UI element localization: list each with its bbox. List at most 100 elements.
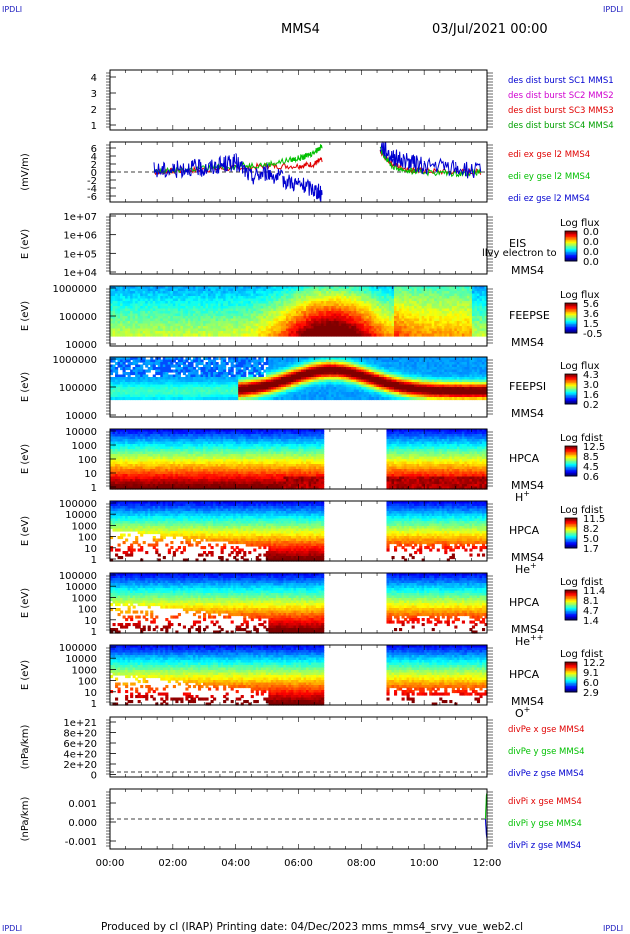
panel-divpi: divPi x gse MMS4 divPi y gse MMS4 divPi z … — [20, 788, 582, 851]
legend-entry: edi ey gse l2 MMS4 — [508, 172, 590, 182]
spacecraft-label: MMS4 — [511, 336, 544, 349]
colorbar-tick-label: 0.0 — [583, 257, 599, 268]
y-axis-label: E (eV) — [20, 229, 31, 259]
y-axis-label: E (eV) — [20, 372, 31, 402]
spacecraft-label: MMS4 — [511, 695, 544, 708]
y-tick-label: 1 — [91, 699, 97, 710]
species-label: He+ — [515, 561, 537, 576]
colorbar-tick-label: 5.6 — [583, 299, 599, 310]
y-tick-label: 1000 — [72, 441, 97, 452]
legend-entry: divPi x gse MMS4 — [508, 797, 582, 807]
instrument-label: HPCA — [509, 596, 540, 609]
colorbar-title: Log fdist — [560, 577, 603, 588]
y-tick-label: 1e+06 — [63, 231, 97, 242]
date-title: 03/Jul/2021 00:00 — [432, 22, 548, 37]
corner-label-bottom-right: IPDLI — [603, 924, 624, 933]
instrument-label: FEEPSI — [509, 380, 546, 393]
x-tick-label: 00:00 — [96, 858, 125, 869]
colorbar-title: Log fdist — [560, 505, 603, 516]
colorbar-tick-label: 9.1 — [583, 668, 599, 679]
y-tick-label: 10000 — [65, 411, 97, 422]
instrument-label: FEEPSE — [509, 309, 550, 322]
footer-text: Produced by cl (IRAP) Printing date: 04/… — [101, 921, 524, 933]
colorbar-tick-label: 4.7 — [583, 606, 599, 617]
colorbar-tick-label: 11.4 — [583, 586, 605, 597]
y-tick-label: 1000 — [72, 665, 97, 676]
spacecraft-title: MMS4 — [281, 22, 320, 37]
y-axis-label: E (eV) — [20, 516, 31, 546]
species-label: O+ — [515, 705, 530, 720]
y-tick-label: 6 — [91, 144, 97, 155]
y-tick-label: 1 — [91, 555, 97, 566]
y-tick-label: 10 — [84, 616, 97, 627]
y-tick-label: 100000 — [59, 571, 97, 582]
colorbar-tick-label: 5.0 — [583, 534, 599, 545]
colorbar-tick-label: 3.6 — [583, 309, 599, 320]
y-tick-label: 4e+20 — [63, 750, 97, 761]
y-axis-label: E (eV) — [20, 444, 31, 474]
legend-entry: des dist burst SC2 MMS2 — [508, 91, 614, 101]
legend-entry: edi ez gse l2 MMS4 — [508, 194, 590, 204]
y-tick-label: 8e+20 — [63, 729, 97, 740]
panel-frame — [109, 716, 488, 778]
colorbar-title: Log flux — [560, 290, 600, 301]
colorbar-tick-label: 0.0 — [583, 227, 599, 238]
y-tick-label: 100 — [78, 455, 97, 466]
panel-frame — [109, 69, 488, 131]
y-tick-label: 10000 — [65, 340, 97, 351]
colorbar-tick-label: 6.0 — [583, 678, 599, 689]
legend-entry: divPi z gse MMS4 — [508, 841, 581, 851]
y-tick-label: 1000000 — [52, 355, 97, 366]
instrument-label: EIS — [509, 237, 526, 250]
y-axis-label: (nPa/km) — [20, 725, 31, 770]
y-axis-label: E (eV) — [20, 301, 31, 331]
y-tick-label: 1e+21 — [63, 718, 97, 729]
colorbar-tick-label: 1.6 — [583, 390, 599, 401]
colorbar-tick-label: 12.5 — [583, 442, 605, 453]
colorbar-tick-label: 8.5 — [583, 452, 599, 463]
colorbar-tick-label: 4.5 — [583, 462, 599, 473]
colorbar-title: Log flux — [560, 361, 600, 372]
corner-label-bottom-left: IPDLI — [2, 924, 23, 933]
colorbar-tick-label: 8.2 — [583, 524, 599, 535]
y-tick-label: 0 — [91, 168, 97, 179]
y-tick-label: 4 — [91, 73, 97, 84]
x-tick-label: 06:00 — [284, 858, 313, 869]
y-tick-label: 2e+20 — [63, 760, 97, 771]
y-tick-label: 10000 — [65, 654, 97, 665]
instrument-label: HPCA — [509, 524, 540, 537]
y-tick-label: 1e+05 — [63, 249, 97, 260]
legend-entry: divPe z gse MMS4 — [508, 769, 584, 779]
y-tick-label: 10 — [84, 544, 97, 555]
y-tick-label: -2 — [87, 176, 97, 187]
legend-entry: divPe x gse MMS4 — [508, 725, 585, 735]
panel-edi: edi ex gse l2 MMS4 edi ey gse l2 MMS4 edi … — [20, 141, 590, 204]
x-tick-label: 04:00 — [221, 858, 250, 869]
y-tick-label: 10000 — [65, 582, 97, 593]
colorbar-tick-label: 11.5 — [583, 514, 605, 525]
colorbar-tick-label: 2.9 — [583, 688, 599, 699]
y-tick-label: 10 — [84, 469, 97, 480]
colorbar-tick-label: 1.4 — [583, 616, 599, 627]
colorbar-title: Log fdist — [560, 649, 603, 660]
y-tick-label: 10000 — [65, 427, 97, 438]
colorbar-tick-label: 0.2 — [583, 400, 599, 411]
y-tick-label: 6e+20 — [63, 739, 97, 750]
panel-hpca-he-: Log fdist11.58.25.01.7HPCAMMS4He+1000001… — [20, 499, 605, 576]
spacecraft-label: MMS4 — [511, 479, 544, 492]
spacecraft-label: MMS4 — [511, 407, 544, 420]
panel-divpe: divPe x gse MMS4 divPe y gse MMS4 divPe z … — [20, 716, 585, 782]
colorbar-title: Log flux — [560, 218, 600, 229]
legend-entry: edi ex gse l2 MMS4 — [508, 150, 590, 160]
y-tick-label: 100 — [78, 605, 97, 616]
y-tick-label: 1 — [91, 627, 97, 638]
x-tick-label: 12:00 — [473, 858, 502, 869]
spacecraft-label: MMS4 — [511, 551, 544, 564]
y-tick-label: 2 — [91, 160, 97, 171]
y-tick-label: 100000 — [59, 312, 97, 323]
x-axis: 00:00 02:00 04:00 06:00 08:00 10:00 12:00 — [96, 858, 502, 869]
